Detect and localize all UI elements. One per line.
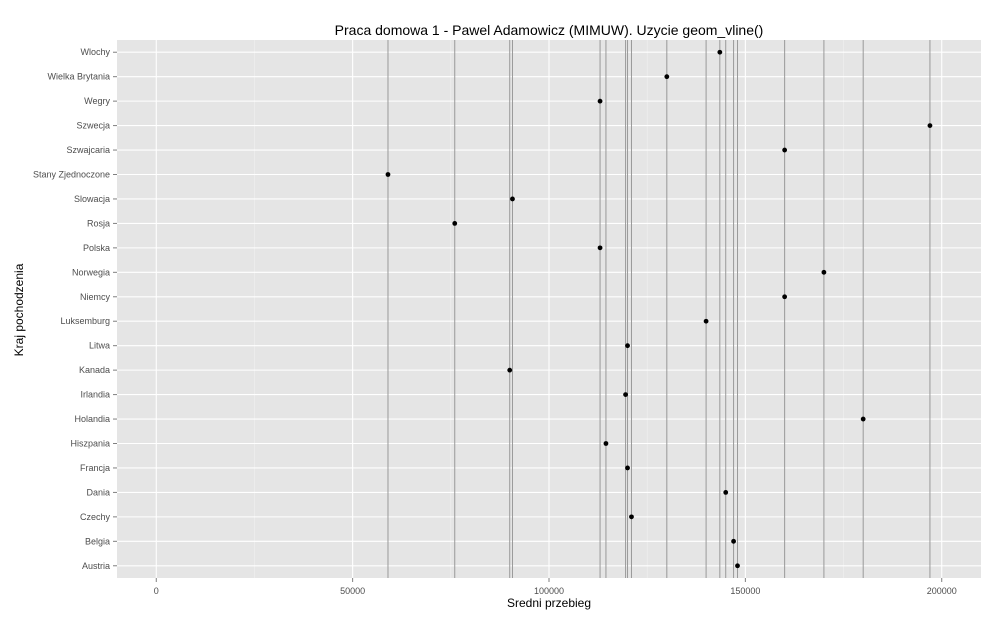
data-point: [821, 269, 827, 275]
y-tick-label: Hiszpania: [70, 439, 110, 449]
x-tick-label: 200000: [927, 586, 957, 596]
y-tick-label: Wegry: [84, 96, 110, 106]
data-point: [731, 538, 736, 544]
y-tick-label: Austria: [82, 561, 110, 571]
y-tick-label: Polska: [83, 243, 110, 253]
data-point: [623, 392, 628, 397]
x-axis: 0 50000 100000 150000 200000: [154, 578, 957, 596]
x-tick-label: 0: [154, 586, 159, 596]
data-point: [625, 343, 630, 349]
x-tick-label: 100000: [534, 586, 564, 596]
y-tick-label: Litwa: [89, 341, 110, 351]
y-tick-label: Czechy: [80, 512, 111, 522]
data-point: [735, 563, 740, 569]
data-point: [717, 49, 723, 55]
vlines: [387, 40, 931, 578]
points: [385, 49, 933, 569]
y-tick-label: Belgia: [85, 536, 110, 546]
data-point: [782, 147, 788, 153]
chart-title: Praca domowa 1 - Pawel Adamowicz (MIMUW)…: [335, 22, 764, 38]
y-tick-label: Szwajcaria: [66, 145, 110, 155]
data-point: [597, 98, 603, 104]
y-tick-label: Irlandia: [80, 390, 110, 400]
data-point: [507, 367, 513, 373]
data-point: [860, 416, 866, 422]
y-tick-label: Wielka Brytania: [47, 72, 110, 82]
y-tick-label: Rosja: [87, 218, 110, 228]
grid-minor: [254, 40, 844, 578]
data-point: [385, 172, 391, 177]
data-point: [597, 245, 603, 251]
data-point: [510, 196, 515, 202]
y-axis: Austria Belgia Czechy Dania Francja Hiszpania…: [33, 47, 117, 571]
data-point: [603, 441, 609, 446]
y-tick-label: Luksemburg: [60, 316, 110, 326]
y-tick-label: Wlochy: [80, 47, 110, 57]
y-tick-label: Holandia: [74, 414, 110, 424]
data-point: [927, 123, 933, 128]
y-tick-label: Niemcy: [80, 292, 111, 302]
x-tick-label: 50000: [340, 586, 365, 596]
y-tick-label: Dania: [86, 487, 110, 497]
data-point: [782, 294, 788, 300]
y-axis-title: Kraj pochodzenia: [12, 263, 26, 356]
grid-major: [117, 40, 981, 578]
data-point: [703, 318, 709, 324]
y-tick-label: Slowacja: [74, 194, 110, 204]
y-tick-label: Norwegia: [72, 267, 110, 277]
y-tick-label: Szwecja: [76, 121, 110, 131]
y-tick-label: Francja: [80, 463, 110, 473]
data-point: [723, 490, 729, 495]
x-axis-title: Sredni przebieg: [507, 596, 591, 610]
data-point: [629, 514, 634, 520]
y-tick-label: Stany Zjednoczone: [33, 170, 110, 180]
data-point: [625, 465, 630, 471]
data-point: [452, 221, 458, 226]
x-tick-label: 150000: [730, 586, 760, 596]
data-point: [664, 74, 670, 80]
y-tick-label: Kanada: [79, 365, 110, 375]
